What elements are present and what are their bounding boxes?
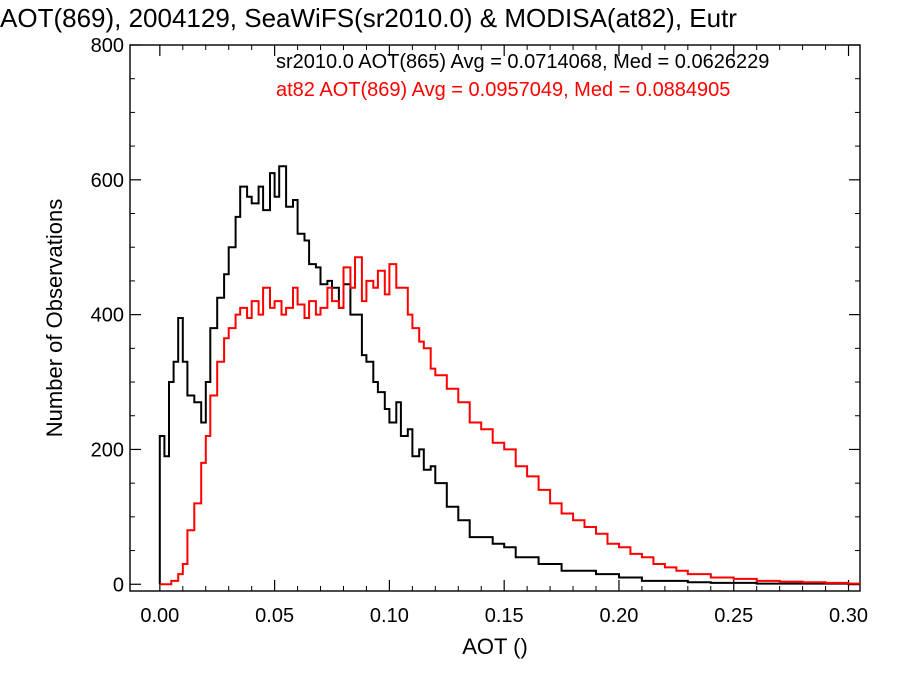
- plot-frame: [129, 44, 861, 592]
- x-tick-label: 0.15: [485, 605, 524, 627]
- annotation-sr2010: sr2010.0 AOT(865) Avg = 0.0714068, Med =…: [276, 51, 769, 73]
- y-tick-label: 800: [91, 35, 124, 57]
- chart-title: AOT(869), 2004129, SeaWiFS(sr2010.0) & M…: [0, 3, 737, 33]
- series-layer: [158, 165, 860, 586]
- x-tick-label: 0.05: [255, 605, 294, 627]
- x-tick-label: 0.20: [599, 605, 638, 627]
- x-tick-label: 0.00: [140, 605, 179, 627]
- series-line-at82: [159, 256, 860, 586]
- series-line-sr2010: [158, 165, 860, 586]
- y-tick-label: 0: [113, 574, 124, 596]
- x-tick-label: 0.25: [714, 605, 753, 627]
- x-tick-label: 0.10: [370, 605, 409, 627]
- y-tick-label: 200: [91, 439, 124, 461]
- y-tick-label: 400: [91, 305, 124, 327]
- y-axis-label: Number of Observations: [42, 199, 67, 437]
- axis-ticks: 0.00 0.05 0.10 0.15 0.20 0.25 0.30 0 200 400 600 80…: [91, 35, 868, 627]
- x-tick-label: 0.30: [829, 605, 868, 627]
- x-axis-label: AOT (): [462, 634, 528, 659]
- annotation-at82: at82 AOT(869) Avg = 0.0957049, Med = 0.0…: [276, 79, 730, 101]
- y-tick-label: 600: [91, 170, 124, 192]
